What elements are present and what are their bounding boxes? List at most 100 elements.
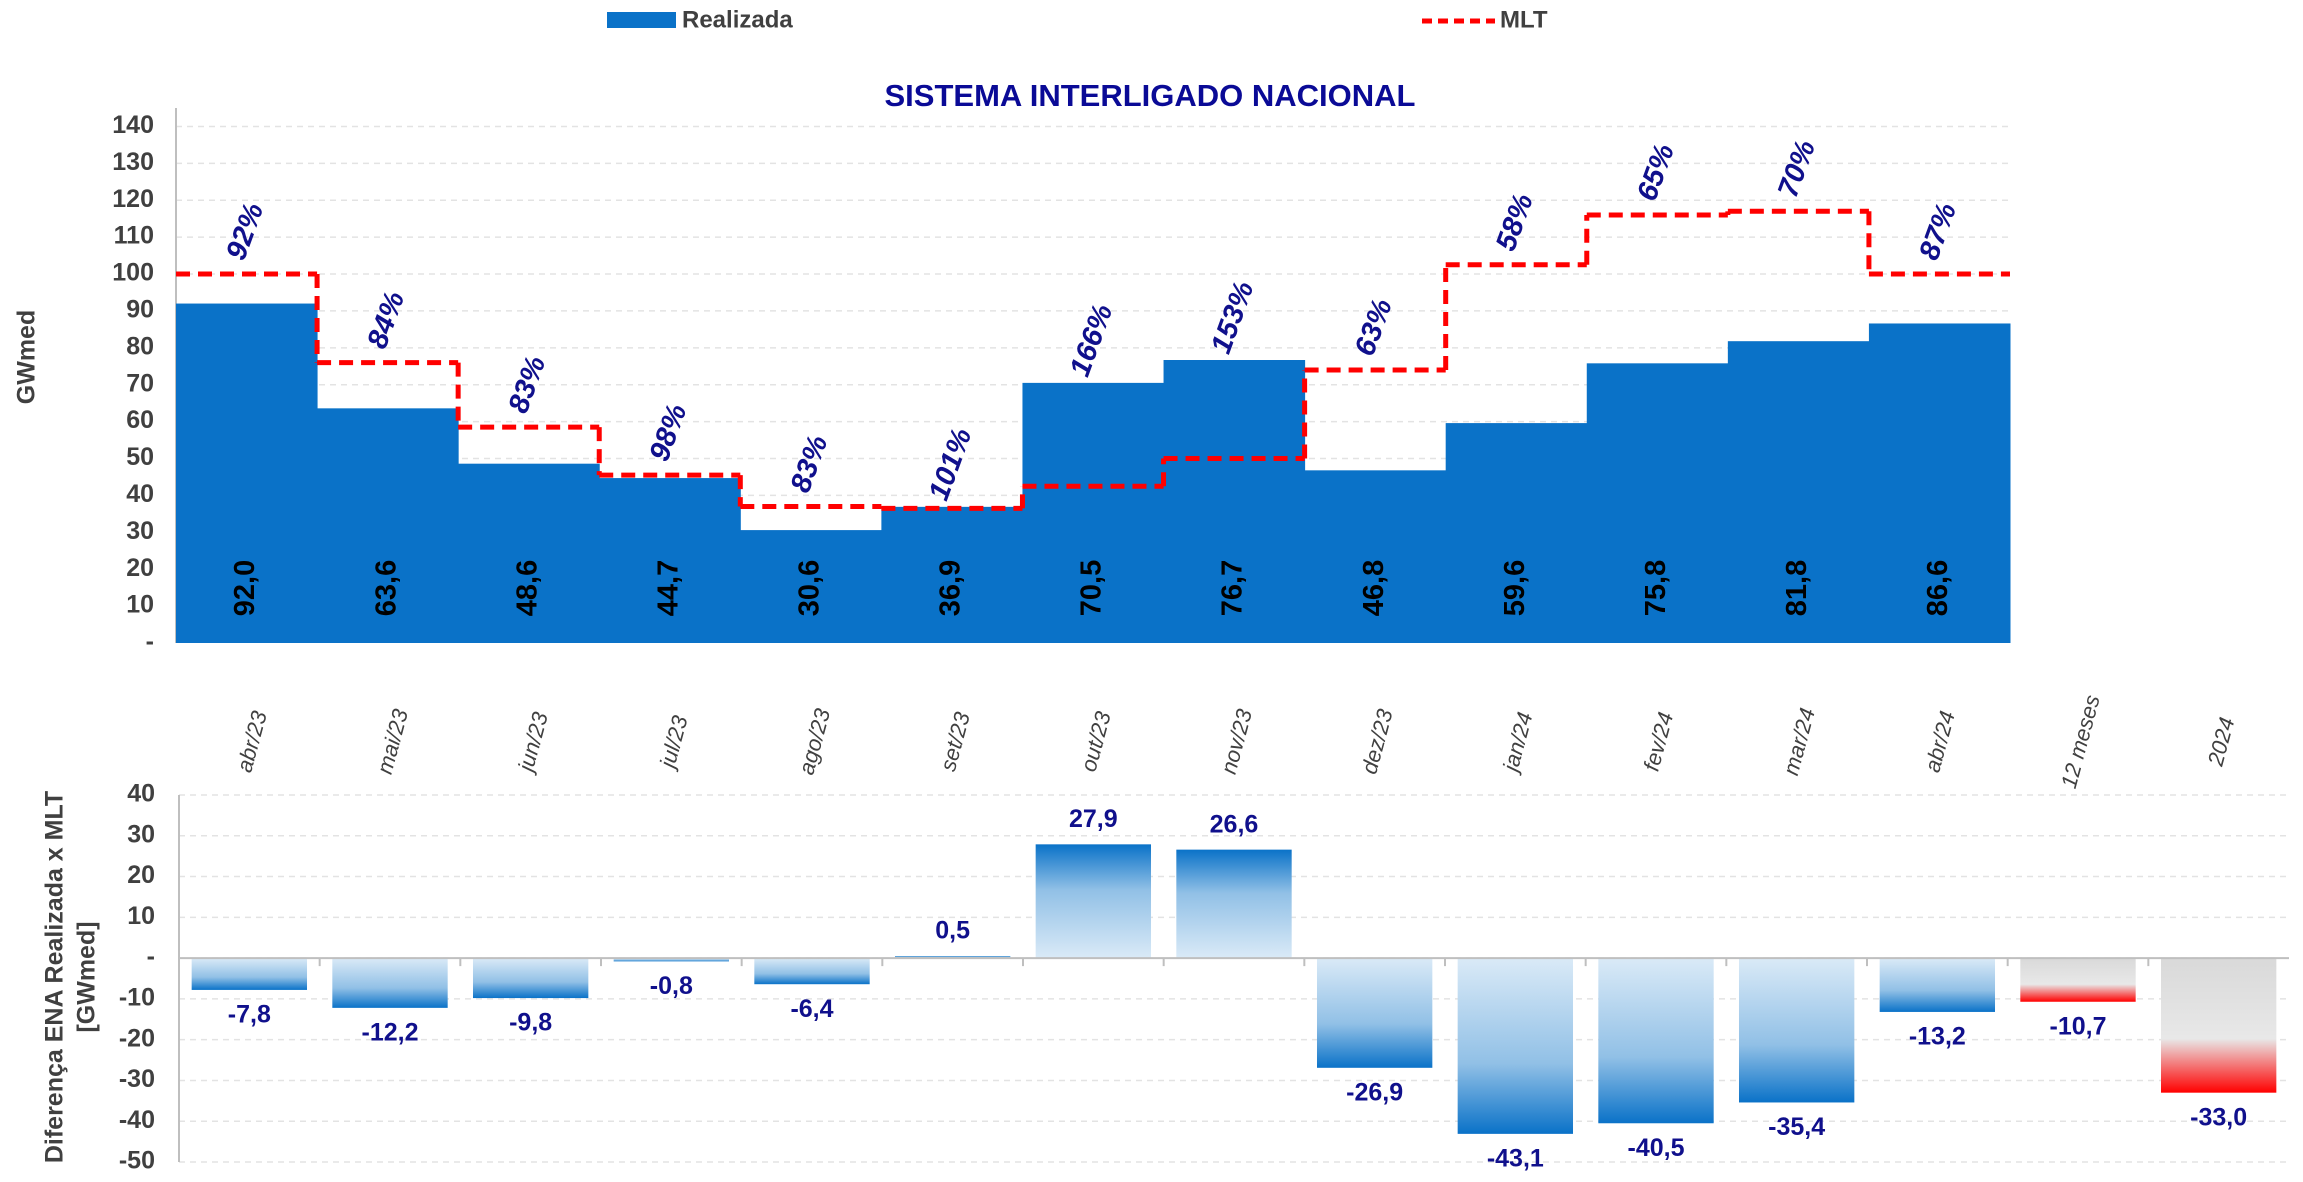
bar: [1457, 958, 1574, 1134]
y-tick-label: 120: [112, 185, 154, 213]
ratio-label: 98%: [644, 400, 694, 465]
ratio-label: 153%: [1205, 277, 1260, 358]
value-label: -40,5: [1628, 1134, 1685, 1162]
bar: [1868, 323, 2011, 643]
bar: [332, 958, 448, 1008]
y-tick-label: -: [146, 628, 154, 656]
y-axis-label: GWmed: [13, 310, 41, 404]
value-label: 27,9: [1069, 805, 1118, 833]
y-tick-label: 40: [126, 480, 154, 508]
bar: [1304, 470, 1447, 643]
ratio-label: 83%: [785, 431, 835, 496]
ratio-label: 70%: [1772, 136, 1822, 201]
y-tick-label: 100: [112, 259, 154, 287]
bar: [1727, 341, 1870, 643]
x-tick-label: jun/23: [512, 709, 553, 777]
x-tick-label: jan/24: [1497, 709, 1537, 776]
value-label: -12,2: [362, 1018, 419, 1046]
y-tick-label: 130: [112, 148, 154, 176]
value-label: -0,8: [650, 972, 693, 1000]
y-tick-label: -: [147, 943, 155, 971]
y-tick-label: 10: [127, 902, 155, 930]
legend-label: MLT: [1500, 6, 1548, 33]
x-tick-label: ago/23: [794, 705, 836, 777]
x-tick-label: mar/24: [1778, 705, 1820, 778]
chart-title: SISTEMA INTERLIGADO NACIONAL: [884, 78, 1415, 113]
value-label: 44,7: [652, 560, 684, 616]
y-axis-label: Diferença ENA Realizada x MLT: [41, 791, 69, 1163]
ratio-label: 92%: [220, 199, 270, 264]
value-label: -43,1: [1487, 1144, 1544, 1172]
ratio-label: 58%: [1490, 190, 1540, 255]
value-label: 46,8: [1358, 560, 1390, 616]
bar: [1163, 360, 1306, 643]
bar: [2160, 958, 2277, 1093]
bar: [599, 478, 741, 643]
value-label: -9,8: [509, 1009, 552, 1037]
value-label: 81,8: [1781, 560, 1813, 616]
y-axis-label: [GWmed]: [73, 921, 101, 1032]
value-label: -6,4: [790, 995, 833, 1023]
bar: [458, 463, 600, 643]
bar: [881, 506, 1023, 643]
value-label: 63,6: [370, 560, 402, 616]
y-tick-label: -40: [119, 1106, 155, 1134]
y-tick-label: 90: [126, 296, 154, 324]
y-tick-label: -30: [119, 1065, 155, 1093]
x-tick-label: abr/23: [232, 707, 272, 774]
y-tick-label: 30: [127, 820, 155, 848]
ratio-label: 65%: [1631, 140, 1681, 205]
bar: [1176, 849, 1292, 959]
value-label: -35,4: [1768, 1113, 1825, 1141]
y-tick-label: -10: [119, 983, 155, 1011]
x-tick-label: set/23: [935, 709, 975, 774]
value-label: 75,8: [1640, 560, 1672, 616]
bar: [191, 958, 308, 990]
value-label: -26,9: [1346, 1078, 1403, 1106]
y-tick-label: -20: [119, 1024, 155, 1052]
bar: [1316, 958, 1433, 1068]
bar: [2020, 958, 2136, 1002]
bar: [740, 530, 882, 643]
ratio-label: 63%: [1349, 295, 1399, 360]
y-tick-label: -50: [119, 1147, 155, 1175]
bar: [1035, 844, 1152, 959]
value-label: -33,0: [2190, 1103, 2247, 1131]
x-tick-label: mai/23: [372, 706, 413, 777]
legend-swatch: [607, 12, 676, 28]
y-tick-label: 80: [126, 332, 154, 360]
value-label: 70,5: [1076, 560, 1108, 616]
ratio-label: 166%: [1064, 300, 1119, 381]
y-tick-label: 60: [126, 406, 154, 434]
x-tick-label: out/23: [1076, 708, 1116, 774]
bar: [176, 303, 318, 643]
value-label: -13,2: [1909, 1023, 1966, 1051]
value-label: 36,9: [935, 560, 967, 616]
value-label: 48,6: [511, 560, 543, 616]
bar: [613, 958, 730, 962]
ratio-label: 87%: [1913, 199, 1963, 264]
y-tick-label: 20: [127, 861, 155, 889]
x-tick-label: dez/23: [1356, 706, 1397, 777]
bar: [1586, 363, 1729, 643]
x-tick-label: fev/24: [1639, 709, 1679, 773]
bar: [1445, 423, 1588, 643]
x-tick-label: abr/24: [1920, 708, 1960, 775]
x-tick-label: jul/23: [654, 712, 693, 773]
value-label: -7,8: [228, 1001, 271, 1029]
bar: [317, 408, 459, 643]
bar: [1879, 958, 1996, 1012]
bar: [1738, 958, 1855, 1103]
value-label: 59,6: [1499, 560, 1531, 616]
value-label: 92,0: [229, 560, 261, 616]
bar: [1598, 958, 1714, 1124]
y-tick-label: 20: [126, 554, 154, 582]
y-tick-label: 40: [127, 780, 155, 808]
y-tick-label: 30: [126, 517, 154, 545]
y-tick-label: 10: [126, 591, 154, 619]
y-tick-label: 70: [126, 369, 154, 397]
value-label: -10,7: [2050, 1012, 2107, 1040]
x-tick-label: nov/23: [1216, 706, 1257, 777]
value-label: 26,6: [1210, 810, 1259, 838]
value-label: 0,5: [935, 917, 970, 945]
